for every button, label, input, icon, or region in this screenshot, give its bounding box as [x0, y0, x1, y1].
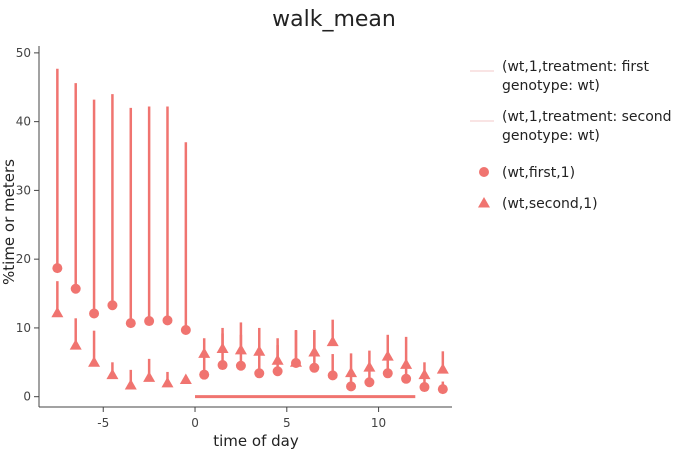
chart-title: walk_mean: [272, 7, 396, 32]
data-point-circle: [125, 318, 136, 329]
x-tick-label: 10: [371, 416, 386, 430]
y-tick-label: 0: [23, 390, 31, 404]
x-tick-label: 0: [191, 416, 199, 430]
data-point-triangle: [161, 376, 174, 388]
legend: (wt,1,treatment: first genotype: wt) (wt,1…: [470, 59, 672, 212]
data-point-triangle: [51, 306, 64, 318]
legend-label: genotype: wt): [502, 78, 600, 94]
data-point-circle: [70, 283, 81, 294]
x-tick-label: 5: [283, 416, 291, 430]
y-tick-label: 50: [16, 46, 31, 60]
y-tick-label: 30: [16, 183, 31, 197]
x-tick-label: -5: [97, 416, 109, 430]
data-point-triangle: [326, 335, 339, 347]
data-point-circle: [309, 362, 320, 373]
data-point-circle: [199, 369, 210, 380]
data-point-triangle: [289, 356, 302, 367]
y-tick-label: 40: [16, 115, 31, 129]
data-point-circle: [180, 324, 191, 335]
data-point-circle: [419, 382, 430, 393]
data-point-circle: [401, 373, 412, 384]
data-point-circle: [107, 300, 118, 311]
data-point-circle: [254, 368, 265, 379]
data-point-triangle: [418, 368, 431, 380]
legend-circle-symbol: [479, 167, 489, 177]
legend-label: (wt,first,1): [502, 165, 575, 181]
data-point-circle: [364, 377, 375, 388]
y-tick-label: 20: [16, 252, 31, 266]
data-point-triangle: [308, 345, 321, 357]
data-point-triangle: [345, 366, 358, 378]
data-point-circle: [235, 360, 246, 371]
data-point-circle: [327, 370, 338, 381]
data-point-circle: [144, 316, 155, 327]
x-ticks: -5 0 5 10: [97, 407, 386, 430]
error-bars: [56, 68, 445, 390]
x-axis-label: time of day: [213, 432, 299, 450]
data-point-triangle: [106, 368, 119, 380]
data-point-triangle: [198, 347, 211, 358]
data-point-triangle: [179, 373, 192, 384]
legend-triangle-symbol: [478, 197, 490, 208]
legend-label: (wt,second,1): [502, 196, 598, 212]
data-point-triangle: [216, 342, 229, 354]
legend-label: (wt,1,treatment: first: [502, 59, 649, 75]
data-point-circle: [217, 360, 228, 371]
data-point-triangle: [69, 339, 82, 350]
data-point-triangle: [400, 358, 413, 369]
legend-label: (wt,1,treatment: second: [502, 109, 672, 125]
data-point-triangle: [253, 345, 266, 356]
legend-label: genotype: wt): [502, 128, 600, 144]
y-tick-label: 10: [16, 321, 31, 335]
data-point-circle: [272, 366, 283, 377]
data-point-circle: [437, 384, 448, 395]
y-axis-label: %time or meters: [0, 159, 18, 285]
data-point-triangle: [143, 371, 156, 382]
data-point-triangle: [234, 343, 247, 355]
data-point-circle: [382, 368, 393, 379]
data-point-triangle: [124, 378, 137, 390]
data-point-circle: [162, 315, 173, 326]
data-point-triangle: [88, 356, 101, 367]
data-markers: [51, 263, 449, 395]
y-ticks: 0 10 20 30 40 50: [16, 46, 39, 404]
data-point-circle: [346, 381, 357, 392]
data-point-circle: [52, 263, 63, 274]
data-point-triangle: [363, 361, 376, 372]
data-point-circle: [89, 308, 100, 319]
data-point-triangle: [436, 363, 449, 374]
data-point-triangle: [271, 354, 284, 365]
data-point-triangle: [381, 350, 394, 361]
